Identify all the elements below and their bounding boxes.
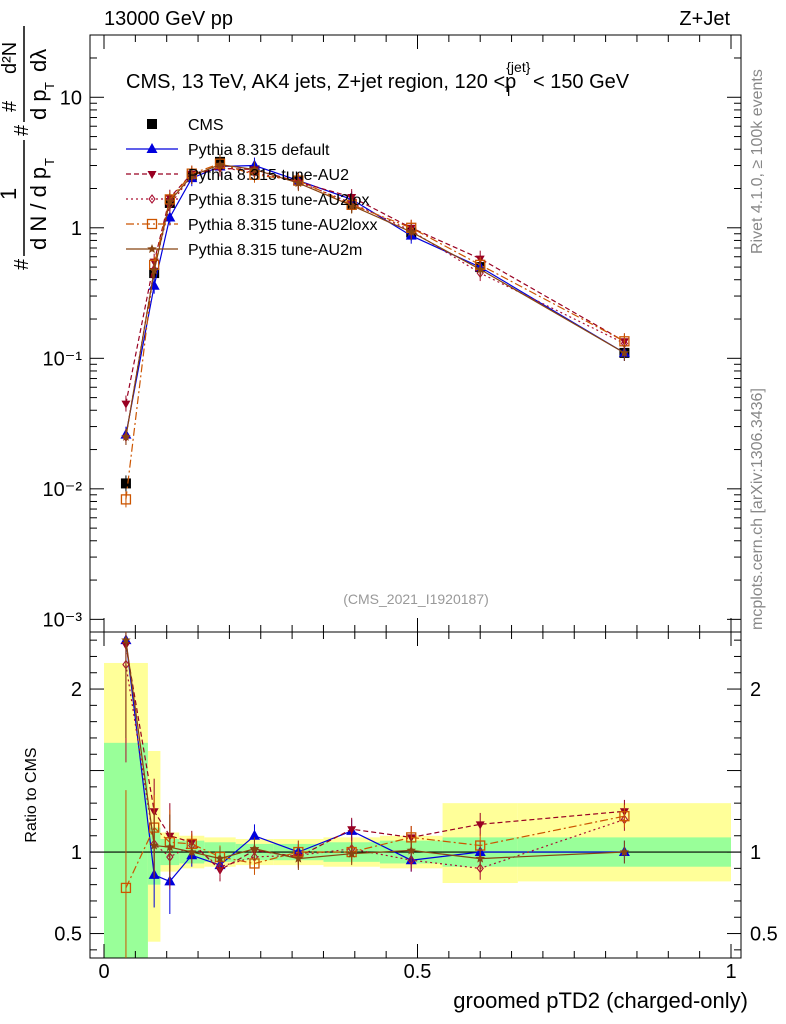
ratio-series-group <box>120 632 630 958</box>
main-y-tick-label: 10⁻³ <box>43 609 83 631</box>
ratio-y-tick-label-right: 0.5 <box>750 924 778 946</box>
ratio-point-AU2 <box>347 826 357 835</box>
legend-marker-AU2m <box>147 244 157 253</box>
ylabel-hash-2: # <box>11 124 33 136</box>
ratio-point-AU2m <box>619 847 630 857</box>
header-left: 13000 GeV pp <box>104 8 233 30</box>
ratio-point-AU2lox <box>407 855 415 866</box>
ratio-uncertainty-bands <box>104 662 731 958</box>
axis-ticks: 0 0.5 1 10⁻³ 10⁻² 10⁻¹ 1 10 0.5 0.5 1 1 2 2 <box>43 34 778 983</box>
chart-title: CMS, 13 TeV, AK4 jets, Z+jet region, 120… <box>126 59 630 99</box>
x-tick-label: 0.5 <box>404 961 432 983</box>
ylabel-dpt: d p <box>26 89 51 120</box>
ratio-point-AU2lox <box>476 863 484 874</box>
ratio-y-tick-label: 1 <box>71 842 82 864</box>
main-point-AU2m <box>475 264 485 274</box>
main-point-AU2m <box>406 226 416 236</box>
ylabel-hash: # <box>11 258 33 270</box>
ylabel-denominator-sub: T <box>42 158 57 166</box>
ratio-point-AU2m <box>187 847 197 857</box>
ratio-point-AU2m <box>249 843 260 853</box>
ratio-point-AU2lox <box>216 861 224 872</box>
ratio-y-tick-label: 0.5 <box>54 924 82 946</box>
main-point-AU2m <box>215 159 225 169</box>
ratio-point-AU2m <box>165 842 175 852</box>
main-point-AU2m <box>619 347 630 357</box>
main-y-tick-label: 1 <box>71 218 82 240</box>
chart-labels: CMS, 13 TeV, AK4 jets, Z+jet region, 120… <box>0 26 748 1013</box>
main-line-AU2loxx <box>125 163 625 500</box>
legend-label-AU2m: Pythia 8.315 tune-AU2m <box>188 242 362 259</box>
ratio-point-AU2m <box>149 840 159 850</box>
ratio-point-AU2m <box>215 853 225 863</box>
ratio-point-AU2m <box>406 845 416 855</box>
ratio-y-tick-label-right: 1 <box>750 842 761 864</box>
x-tick-label: 0 <box>98 961 109 983</box>
main-y-tick-label: 10⁻¹ <box>43 348 83 370</box>
legend-label-AU2: Pythia 8.315 tune-AU2 <box>188 167 349 184</box>
main-point-AU2loxx <box>120 494 132 505</box>
x-axis-label: groomed pTD2 (charged-only) <box>453 988 748 1013</box>
legend-label-CMS: CMS <box>188 117 224 134</box>
legend-label-AU2lox: Pythia 8.315 tune-AU2lox <box>188 192 369 209</box>
ratio-point-AU2m <box>346 848 357 858</box>
ratio-point-AU2loxx <box>619 811 630 822</box>
legend-label-AU2loxx: Pythia 8.315 tune-AU2loxx <box>188 217 377 234</box>
legend-marker-CMS <box>147 119 157 129</box>
ratio-point-AU2m <box>293 853 304 863</box>
ratio-y-tick-label: 2 <box>71 679 82 701</box>
ratio-point-AU2m <box>475 853 485 863</box>
main-point-AU2m <box>149 265 159 275</box>
ylabel-dlambda: dλ <box>26 49 51 72</box>
legend-label-default: Pythia 8.315 default <box>188 142 330 159</box>
legend: CMS Pythia 8.315 default Pythia 8.315 tune… <box>126 117 377 259</box>
main-point-AU2m <box>187 170 197 180</box>
ylabel-numerator-1: 1 <box>0 188 21 200</box>
x-tick-label: 1 <box>725 961 736 983</box>
ratio-point-AU2 <box>475 821 485 830</box>
main-point-AU2m <box>121 431 131 441</box>
main-point-AU2m <box>346 200 357 210</box>
legend-marker-AU2loxx <box>146 218 158 230</box>
main-point-default <box>164 211 176 222</box>
main-point-AU2m <box>293 178 304 188</box>
header-right: Z+Jet <box>679 8 730 30</box>
legend-marker-default <box>146 143 158 153</box>
ratio-y-axis-label: Ratio to CMS <box>23 747 40 842</box>
ylabel-dpt-sub: T <box>42 82 57 90</box>
ratio-frame <box>89 631 742 959</box>
ratio-point-default <box>248 829 260 840</box>
legend-marker-AU2 <box>147 171 157 179</box>
main-point-AU2m <box>249 164 260 174</box>
main-y-tick-label: 10 <box>60 87 82 109</box>
main-series-group <box>120 153 630 508</box>
plot-frames <box>89 34 742 959</box>
legend-marker-AU2lox <box>148 194 156 204</box>
ratio-point-AU2m <box>121 635 131 645</box>
ylabel-hash-3: # <box>0 100 21 112</box>
watermark: (CMS_2021_I1920187) <box>343 591 489 607</box>
main-y-tick-label: 10⁻² <box>43 479 83 501</box>
ratio-point-AU2loxx <box>120 882 132 894</box>
ylabel-d2n: d²N <box>0 42 21 74</box>
main-point-AU2m <box>165 196 175 206</box>
ratio-y-tick-label-right: 2 <box>750 679 761 701</box>
ylabel-denominator: d N / d p <box>26 167 51 250</box>
main-point-CMS <box>120 478 131 489</box>
ratio-line-AU2lox <box>125 664 625 870</box>
main-point-AU2 <box>121 400 131 409</box>
